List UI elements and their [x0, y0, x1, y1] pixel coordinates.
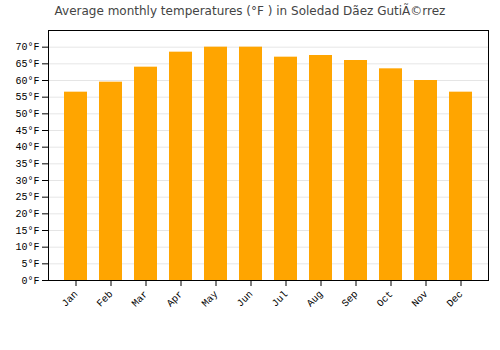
svg-text:35°F: 35°F: [15, 159, 39, 170]
html-text:Average monthly temperatures (: Average monthly temperatures (°F ) in So…: [54, 4, 446, 18]
svg-text:0°F: 0°F: [21, 276, 39, 287]
svg-text:Jun: Jun: [235, 289, 256, 310]
svg-text:70°F: 70°F: [15, 42, 39, 53]
svg-text:Mar: Mar: [130, 289, 151, 310]
svg-text:5°F: 5°F: [21, 259, 39, 270]
svg-text:Sep: Sep: [340, 289, 361, 310]
svg-text:65°F: 65°F: [15, 59, 39, 70]
svg-text:50°F: 50°F: [15, 109, 39, 120]
svg-text:20°F: 20°F: [15, 209, 39, 220]
svg-text:Nov: Nov: [410, 289, 431, 310]
svg-text:30°F: 30°F: [15, 176, 39, 187]
svg-text:Apr: Apr: [165, 289, 186, 310]
svg-text:10°F: 10°F: [15, 242, 39, 253]
svg-text:Jan: Jan: [60, 289, 81, 310]
svg-text:Dec: Dec: [445, 289, 466, 310]
svg-text:Oct: Oct: [375, 289, 396, 310]
svg-text:May: May: [200, 289, 221, 310]
svg-text:60°F: 60°F: [15, 76, 39, 87]
svg-text:45°F: 45°F: [15, 126, 39, 137]
svg-text:55°F: 55°F: [15, 92, 39, 103]
svg-text:Feb: Feb: [95, 289, 116, 310]
svg-text:Aug: Aug: [305, 289, 326, 310]
svg-text:Jul: Jul: [270, 289, 291, 310]
svg-text:40°F: 40°F: [15, 142, 39, 153]
svg-text:15°F: 15°F: [15, 226, 39, 237]
svg-text:25°F: 25°F: [15, 192, 39, 203]
